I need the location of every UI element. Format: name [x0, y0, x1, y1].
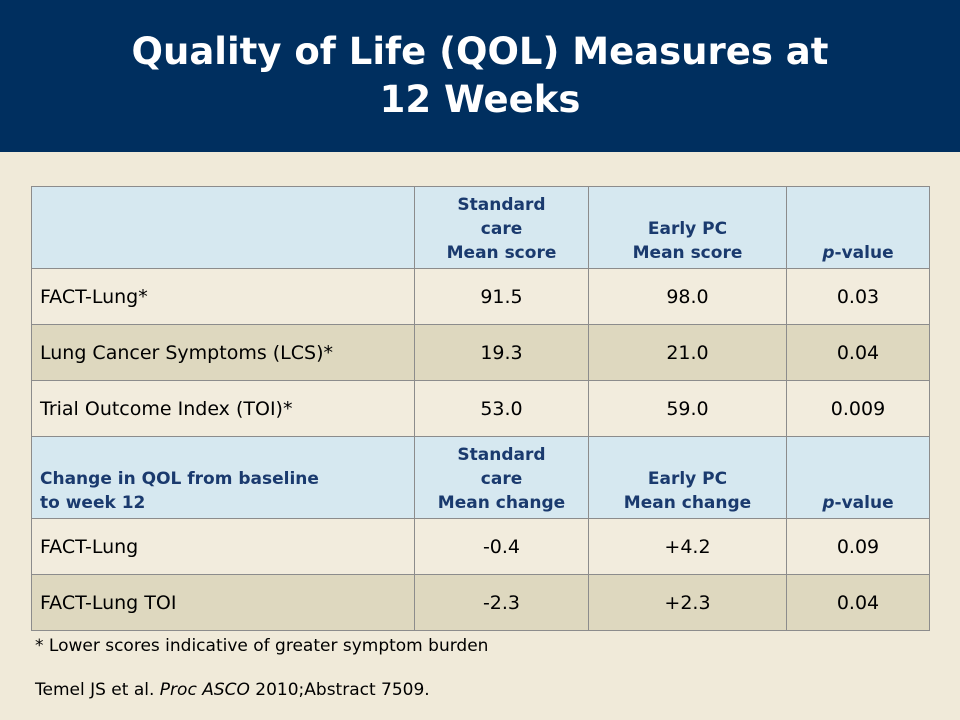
footnote: * Lower scores indicative of greater sym… [35, 636, 489, 656]
table-row: Trial Outcome Index (TOI)* 53.0 59.0 0.0… [31, 380, 930, 437]
header-p-value: p-value [786, 186, 930, 269]
header-early-pc: Early PC Mean score [588, 186, 787, 269]
header-text: Mean change [623, 493, 752, 513]
p-value: 0.04 [786, 574, 930, 631]
table-header-row: Change in QOL from baseline to week 12 S… [31, 436, 930, 519]
early-value: 98.0 [588, 268, 787, 325]
citation-authors: Temel JS et al. [35, 680, 160, 700]
header-text: care [480, 469, 523, 489]
header-text: Early PC [647, 219, 728, 239]
standard-value: 19.3 [414, 324, 589, 381]
header-change-qol: Change in QOL from baseline to week 12 [31, 436, 415, 519]
early-value: +4.2 [588, 518, 787, 575]
header-text: -value [834, 493, 894, 513]
early-value: 21.0 [588, 324, 787, 381]
table-row: Lung Cancer Symptoms (LCS)* 19.3 21.0 0.… [31, 324, 930, 381]
row-label: Trial Outcome Index (TOI)* [31, 380, 415, 437]
header-text: Change in QOL from baseline [40, 469, 319, 489]
table-row: FACT-Lung -0.4 +4.2 0.09 [31, 518, 930, 575]
header-text: Early PC [647, 469, 728, 489]
table-row: FACT-Lung TOI -2.3 +2.3 0.04 [31, 574, 930, 631]
citation: Temel JS et al. Proc ASCO 2010;Abstract … [35, 680, 430, 700]
title-banner: Quality of Life (QOL) Measures at 12 Wee… [0, 0, 960, 152]
header-text: Standard [457, 195, 546, 215]
early-value: +2.3 [588, 574, 787, 631]
p-value: 0.04 [786, 324, 930, 381]
header-empty-cell [31, 186, 415, 269]
standard-value: -0.4 [414, 518, 589, 575]
header-standard-care: Standard care Mean score [414, 186, 589, 269]
p-value: 0.09 [786, 518, 930, 575]
table-header-row: Standard care Mean score Early PC Mean s… [31, 186, 930, 269]
table-row: FACT-Lung* 91.5 98.0 0.03 [31, 268, 930, 325]
header-text: Mean score [446, 243, 557, 263]
header-standard-care: Standard care Mean change [414, 436, 589, 519]
header-p-value: p-value [786, 436, 930, 519]
header-text: Mean change [437, 493, 566, 513]
qol-table: Standard care Mean score Early PC Mean s… [31, 186, 930, 631]
p-value: 0.009 [786, 380, 930, 437]
row-label: Lung Cancer Symptoms (LCS)* [31, 324, 415, 381]
standard-value: -2.3 [414, 574, 589, 631]
row-label: FACT-Lung* [31, 268, 415, 325]
row-label: FACT-Lung [31, 518, 415, 575]
standard-value: 53.0 [414, 380, 589, 437]
early-value: 59.0 [588, 380, 787, 437]
title-line-2: 12 Weeks [379, 78, 581, 121]
page-title: Quality of Life (QOL) Measures at 12 Wee… [50, 28, 910, 124]
citation-journal: Proc ASCO [159, 680, 250, 700]
header-text: p [822, 243, 835, 263]
citation-details: 2010;Abstract 7509. [249, 680, 430, 700]
header-text: -value [834, 243, 894, 263]
header-text: care [480, 219, 523, 239]
header-text: Mean score [632, 243, 743, 263]
title-line-1: Quality of Life (QOL) Measures at [131, 30, 829, 73]
p-value: 0.03 [786, 268, 930, 325]
header-early-pc: Early PC Mean change [588, 436, 787, 519]
header-text: Standard [457, 445, 546, 465]
header-text: to week 12 [40, 493, 146, 513]
row-label: FACT-Lung TOI [31, 574, 415, 631]
header-text: p [822, 493, 835, 513]
standard-value: 91.5 [414, 268, 589, 325]
